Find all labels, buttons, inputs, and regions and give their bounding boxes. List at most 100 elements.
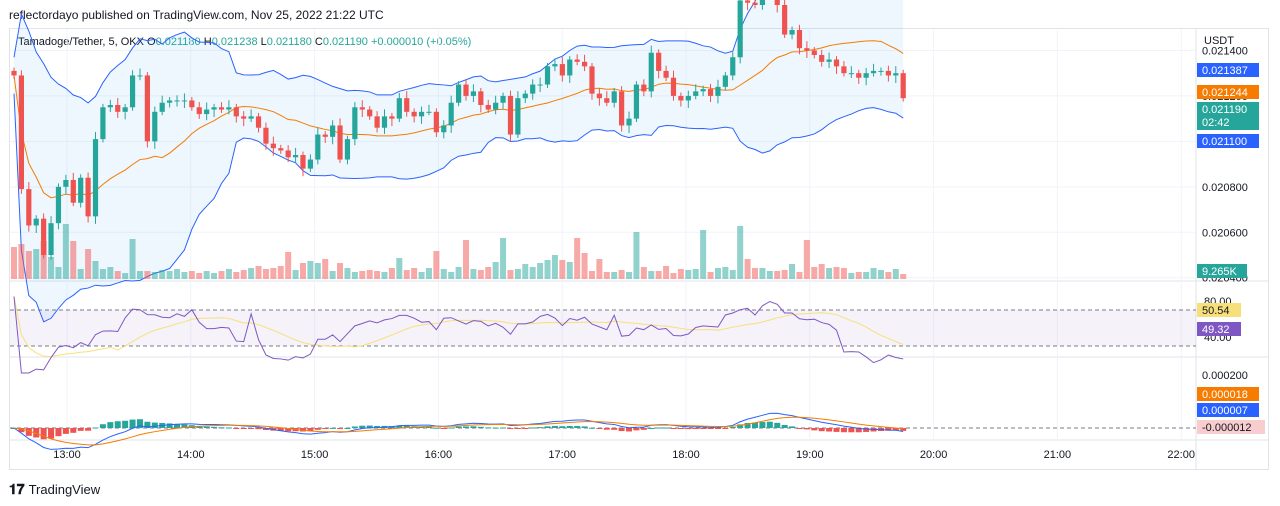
macd-histogram-bar — [440, 428, 447, 429]
macd-histogram-bar — [337, 428, 344, 429]
candle-body — [774, 0, 780, 5]
axis-unit-label: USDT — [1204, 35, 1234, 47]
price-label: 0.021387 — [1202, 65, 1248, 77]
candle-body — [893, 73, 899, 76]
x-tick-label: 21:00 — [1044, 449, 1072, 461]
volume-bar — [522, 264, 529, 279]
candle-body — [211, 107, 217, 110]
volume-bar — [344, 268, 351, 279]
volume-bar — [863, 272, 870, 279]
volume-bar — [18, 244, 25, 279]
candle-body — [782, 5, 788, 35]
macd-histogram-bar — [811, 428, 818, 431]
volume-bar — [307, 261, 314, 279]
volume-bar — [877, 270, 884, 279]
candle-body — [530, 84, 536, 94]
candle-body — [48, 223, 54, 255]
macd-histogram-bar — [492, 427, 499, 429]
macd-histogram-bar — [299, 428, 306, 432]
volume-bar — [514, 269, 521, 279]
volume-bar — [381, 272, 388, 279]
macd-histogram-bar — [692, 428, 699, 430]
volume-bar — [470, 269, 477, 279]
macd-histogram-bar — [277, 428, 284, 431]
candle-body — [633, 84, 640, 119]
volume-bar — [566, 262, 573, 279]
candle-body — [448, 102, 454, 126]
macd-histogram-bar — [566, 425, 573, 428]
macd-histogram-bar — [144, 421, 151, 428]
macd-histogram-bar — [892, 428, 899, 431]
volume-bar — [40, 241, 47, 279]
volume-bar — [351, 272, 358, 279]
volume-bar — [70, 241, 77, 279]
volume-bar — [277, 266, 284, 279]
volume-bar — [737, 226, 744, 279]
candle-body — [685, 95, 691, 101]
candle-body — [648, 52, 654, 92]
candle-body — [174, 100, 180, 102]
volume-bar — [329, 271, 336, 279]
volume-bar — [285, 252, 292, 279]
macd-histogram-bar — [826, 428, 833, 432]
volume-bar — [677, 269, 684, 279]
volume-bar — [440, 269, 447, 279]
macd-histogram-bar — [611, 428, 618, 430]
candle-body — [389, 116, 395, 119]
volume-bar — [151, 272, 158, 279]
macd-histogram-bar — [55, 428, 62, 437]
y-tick-label: 0.021400 — [1202, 45, 1248, 57]
x-tick-label: 19:00 — [796, 449, 824, 461]
candle-body — [611, 91, 617, 103]
volume-bar — [611, 272, 618, 279]
candle-body — [878, 70, 884, 72]
x-tick-label: 15:00 — [301, 449, 329, 461]
macd-histogram-bar — [470, 426, 477, 428]
volume-bar — [299, 263, 306, 279]
candle-body — [626, 118, 632, 126]
macd-label-bg — [1197, 420, 1265, 434]
volume-bar — [403, 270, 410, 279]
volume-bar — [826, 268, 833, 279]
volume-bar — [359, 271, 366, 279]
macd-histogram-bar — [255, 428, 262, 430]
volume-bar — [581, 253, 588, 279]
volume-bar — [33, 249, 40, 279]
candle-body — [693, 91, 699, 96]
macd-histogram-bar — [136, 419, 143, 428]
candle-body — [337, 125, 343, 160]
volume-bar — [722, 267, 729, 279]
price-label-bg — [1197, 134, 1259, 148]
macd-histogram-bar — [544, 426, 551, 428]
volume-bar — [448, 272, 455, 279]
macd-histogram-bar — [418, 426, 425, 428]
rsi-label: 49.32 — [1202, 324, 1230, 336]
candle-body — [885, 70, 891, 76]
volume-bar — [314, 263, 321, 279]
volume-bar — [855, 272, 862, 279]
legend-low: 0.021180 — [266, 36, 312, 48]
volume-bar — [774, 271, 781, 279]
macd-histogram-bar — [92, 427, 99, 429]
volume-bar — [337, 263, 344, 279]
candle-body — [411, 111, 417, 117]
candle-body — [26, 189, 32, 226]
volume-bar — [292, 270, 299, 279]
candle-body — [826, 59, 832, 62]
candle-body — [848, 73, 854, 75]
volume-bar — [492, 262, 499, 279]
macd-histogram-bar — [900, 428, 907, 431]
macd-histogram-bar — [500, 427, 507, 429]
candle-body — [478, 91, 484, 105]
volume-bar — [714, 268, 721, 279]
volume-bar — [477, 270, 484, 279]
legend-close: 0.021190 — [322, 36, 368, 48]
volume-bar — [262, 269, 269, 279]
chart-frame[interactable] — [9, 28, 1269, 470]
candle-body — [92, 139, 99, 217]
volume-bar — [166, 271, 173, 279]
macd-histogram-bar — [218, 427, 225, 429]
price-label: 0.021244 — [1202, 87, 1248, 99]
macd-histogram-bar — [551, 425, 558, 428]
